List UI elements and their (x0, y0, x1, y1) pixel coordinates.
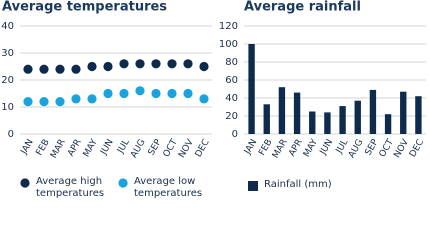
x-tick-label: JUN (99, 138, 116, 158)
legend-marker (248, 181, 258, 191)
legend-item: Average low temperatures (118, 176, 213, 200)
legend-swatch (20, 178, 30, 188)
bar (278, 87, 286, 134)
y-tick-label: 0 (232, 129, 238, 140)
bar (354, 100, 361, 134)
dot (183, 59, 193, 69)
chart-title: Average rainfall (244, 0, 361, 15)
legend-label: Rainfall (mm) (264, 179, 332, 190)
dot (119, 59, 129, 69)
dot (167, 59, 177, 69)
y-tick-label: 0 (8, 129, 14, 140)
x-tick-label: MAR (271, 138, 290, 160)
y-tick-label: 10 (1, 102, 14, 113)
dot (39, 97, 49, 107)
legend-item: Rainfall (mm) (248, 179, 398, 191)
bar (309, 111, 316, 134)
y-tick-label: 60 (225, 75, 238, 86)
dot (199, 94, 209, 104)
x-tick-label: MAY (82, 137, 100, 159)
y-tick-label: 120 (219, 21, 238, 32)
y-tick-label: 20 (225, 111, 238, 122)
bar (324, 112, 331, 134)
dot (199, 61, 209, 72)
legend-item: Average high temperatures (20, 176, 115, 200)
dot (135, 86, 145, 96)
y-tick-label: 30 (1, 48, 14, 59)
x-tick-label: NOV (392, 137, 411, 160)
dot (167, 88, 177, 99)
bar (293, 92, 301, 134)
legend-label: Average low temperatures (134, 176, 203, 199)
dot (135, 59, 145, 69)
dot (103, 61, 113, 72)
y-tick-label: 40 (1, 21, 14, 32)
dot (71, 94, 81, 104)
legend-swatch (118, 178, 128, 188)
x-tick-label: DEC (194, 138, 212, 159)
dot (55, 64, 65, 74)
legend-marker (118, 178, 128, 188)
x-tick-label: JAN (242, 138, 259, 157)
dot (23, 97, 33, 107)
bar (384, 114, 392, 134)
dot (71, 64, 81, 74)
dot (151, 88, 161, 99)
x-tick-label: NOV (177, 137, 196, 160)
y-tick-label: 100 (219, 39, 238, 50)
bar (400, 91, 407, 134)
dot (103, 88, 113, 99)
x-tick-label: MAY (302, 137, 320, 159)
dot (23, 64, 33, 74)
bar (263, 104, 270, 134)
x-tick-label: JUN (318, 138, 335, 158)
bar (339, 106, 346, 134)
x-tick-label: AUG (347, 138, 366, 160)
dot (87, 61, 97, 72)
x-tick-label: MAR (49, 138, 68, 160)
bar (248, 44, 255, 134)
y-tick-label: 20 (1, 75, 14, 86)
x-tick-label: AUG (129, 138, 148, 160)
legend-marker (20, 178, 30, 188)
page: {"chart_data": [ {"type": "dot", "title"… (1, 0, 427, 200)
bar (415, 96, 422, 134)
y-tick-label: 80 (225, 57, 238, 68)
dot (119, 88, 129, 99)
dot (87, 94, 97, 104)
dot (55, 97, 65, 107)
dot (151, 59, 161, 69)
charts: Average temperatures Average rainfall 0 1… (1, 0, 426, 160)
dot (183, 88, 193, 99)
dot (39, 64, 49, 74)
x-tick-label: DEC (408, 138, 426, 159)
bar (369, 89, 377, 134)
legend-swatch (248, 181, 258, 191)
x-tick-label: JAN (19, 138, 36, 157)
y-tick-label: 40 (225, 93, 238, 104)
legend-label: Average high temperatures (36, 176, 105, 199)
chart-title: Average temperatures (2, 0, 167, 15)
x-tick-label: APR (66, 138, 84, 158)
